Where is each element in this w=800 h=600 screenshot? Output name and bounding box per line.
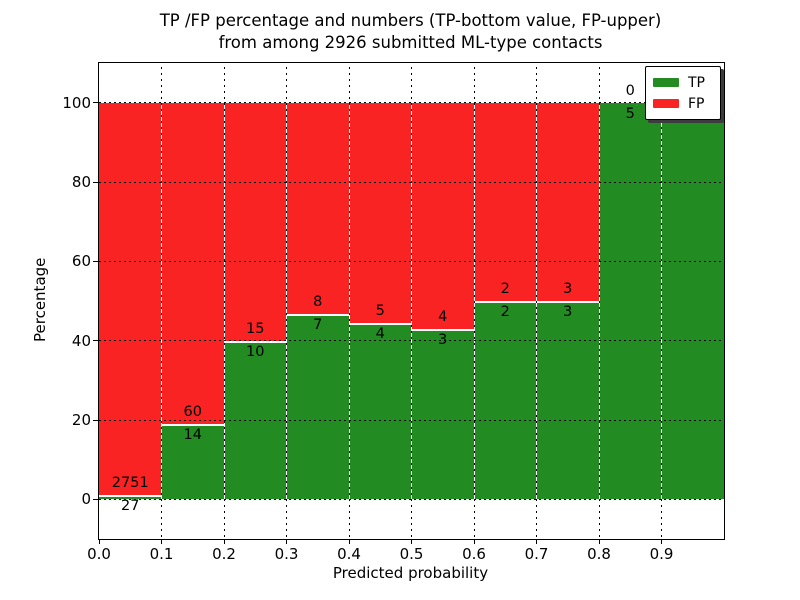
vertical-gridline — [348, 63, 350, 539]
chart-title-line1: TP /FP percentage and numbers (TP-bottom… — [159, 11, 662, 30]
horizontal-gridline — [99, 102, 724, 104]
vertical-gridline — [161, 63, 162, 539]
tp-count-label: 5 — [625, 105, 635, 122]
fp-count-label: 5 — [375, 303, 385, 320]
horizontal-gridline — [99, 419, 724, 421]
bar-segment-tp — [161, 424, 224, 500]
bar-segment-tp — [661, 102, 724, 500]
y-tick-label: 100 — [62, 93, 91, 112]
y-tick-mark — [93, 419, 98, 421]
fp-count-label: 60 — [183, 404, 202, 421]
x-tick-label: 0.2 — [212, 545, 236, 563]
y-tick-label: 60 — [71, 252, 91, 271]
x-tick-mark — [536, 539, 537, 544]
bar-segment-tp — [474, 301, 537, 500]
y-tick-mark — [93, 181, 98, 183]
chart-title: TP /FP percentage and numbers (TP-bottom… — [98, 10, 723, 54]
tp-count-label: 4 — [375, 326, 385, 343]
x-tick-label: 0.4 — [337, 545, 361, 563]
bar-segment-tp — [349, 323, 412, 500]
horizontal-gridline — [99, 340, 724, 342]
legend-swatch-fp — [653, 99, 679, 108]
vertical-gridline — [223, 63, 225, 539]
vertical-gridline — [411, 63, 412, 539]
legend: TP FP — [645, 66, 721, 120]
bar-segment-fp — [224, 102, 287, 341]
bar-segment-fp — [411, 102, 474, 330]
y-tick-label: 20 — [71, 411, 91, 429]
x-tick-label: 0.6 — [462, 545, 486, 563]
fp-count-label: 8 — [313, 294, 323, 311]
fp-count-label: 3 — [563, 281, 573, 297]
bar-segment-tp — [599, 102, 662, 500]
tp-count-label: 7 — [313, 317, 323, 334]
legend-entry-fp: FP — [653, 93, 713, 114]
x-tick-mark — [98, 539, 100, 544]
tp-count-label: 14 — [183, 427, 202, 444]
vertical-gridline — [536, 63, 537, 539]
x-tick-mark — [286, 539, 287, 544]
bar-segment-fp — [161, 102, 224, 425]
y-tick-mark — [93, 498, 98, 500]
tp-count-label: 10 — [246, 343, 265, 360]
x-tick-label: 0.7 — [524, 545, 549, 563]
x-tick-label: 0.8 — [587, 545, 611, 563]
bar-segment-fp — [286, 102, 349, 315]
vertical-gridline — [286, 63, 287, 539]
x-tick-label: 0.0 — [87, 545, 111, 563]
y-tick-mark — [93, 102, 98, 104]
tp-count-label: 2 — [500, 304, 510, 320]
vertical-gridline — [473, 63, 475, 539]
x-axis-label: Predicted probability — [332, 564, 489, 582]
bar-segment-tp — [411, 329, 474, 500]
legend-entry-tp: TP — [653, 72, 713, 93]
horizontal-gridline — [99, 260, 724, 262]
fp-count-label: 2 — [500, 281, 510, 297]
x-tick-mark — [223, 539, 225, 544]
y-tick-mark — [93, 340, 98, 342]
y-tick-mark — [93, 260, 98, 262]
y-axis-label: Percentage — [31, 257, 49, 343]
bar-segment-fp — [474, 102, 537, 301]
bar-segment-tp — [286, 314, 349, 500]
legend-label-tp: TP — [688, 74, 705, 91]
x-tick-label: 0.9 — [649, 545, 674, 563]
plot-area: 2751276014151087544322330503020406080100… — [62, 62, 725, 563]
x-tick-mark — [161, 539, 162, 544]
chart-title-line2: from among 2926 submitted ML-type contac… — [218, 33, 603, 52]
x-tick-mark — [473, 539, 475, 544]
x-tick-mark — [411, 539, 412, 544]
vertical-gridline — [661, 63, 662, 539]
tp-count-label: 3 — [438, 332, 448, 349]
bar-segment-fp — [349, 102, 412, 324]
fp-count-label: 4 — [438, 309, 448, 326]
vertical-gridline — [598, 63, 600, 539]
legend-label-fp: FP — [688, 95, 705, 112]
x-tick-label: 0.3 — [274, 545, 299, 563]
x-tick-label: 0.1 — [149, 545, 174, 563]
fp-count-label: 2751 — [111, 475, 149, 492]
bar-segment-tp — [536, 301, 599, 500]
bar-segment-tp — [99, 495, 162, 500]
x-tick-mark — [661, 539, 662, 544]
x-tick-mark — [598, 539, 600, 544]
y-tick-label: 80 — [71, 173, 91, 191]
tp-count-label: 3 — [563, 304, 573, 320]
x-tick-label: 0.5 — [399, 545, 424, 563]
y-tick-label: 40 — [71, 331, 91, 350]
fp-count-label: 15 — [246, 320, 265, 337]
horizontal-gridline — [99, 181, 724, 183]
bar-segment-fp — [536, 102, 599, 301]
legend-swatch-tp — [653, 78, 679, 87]
horizontal-gridline — [99, 498, 724, 500]
y-tick-label: 0 — [81, 490, 91, 509]
fp-count-label: 0 — [625, 82, 635, 99]
tp-count-label: 27 — [121, 498, 140, 515]
x-tick-mark — [348, 539, 350, 544]
bar-segment-fp — [99, 102, 162, 496]
